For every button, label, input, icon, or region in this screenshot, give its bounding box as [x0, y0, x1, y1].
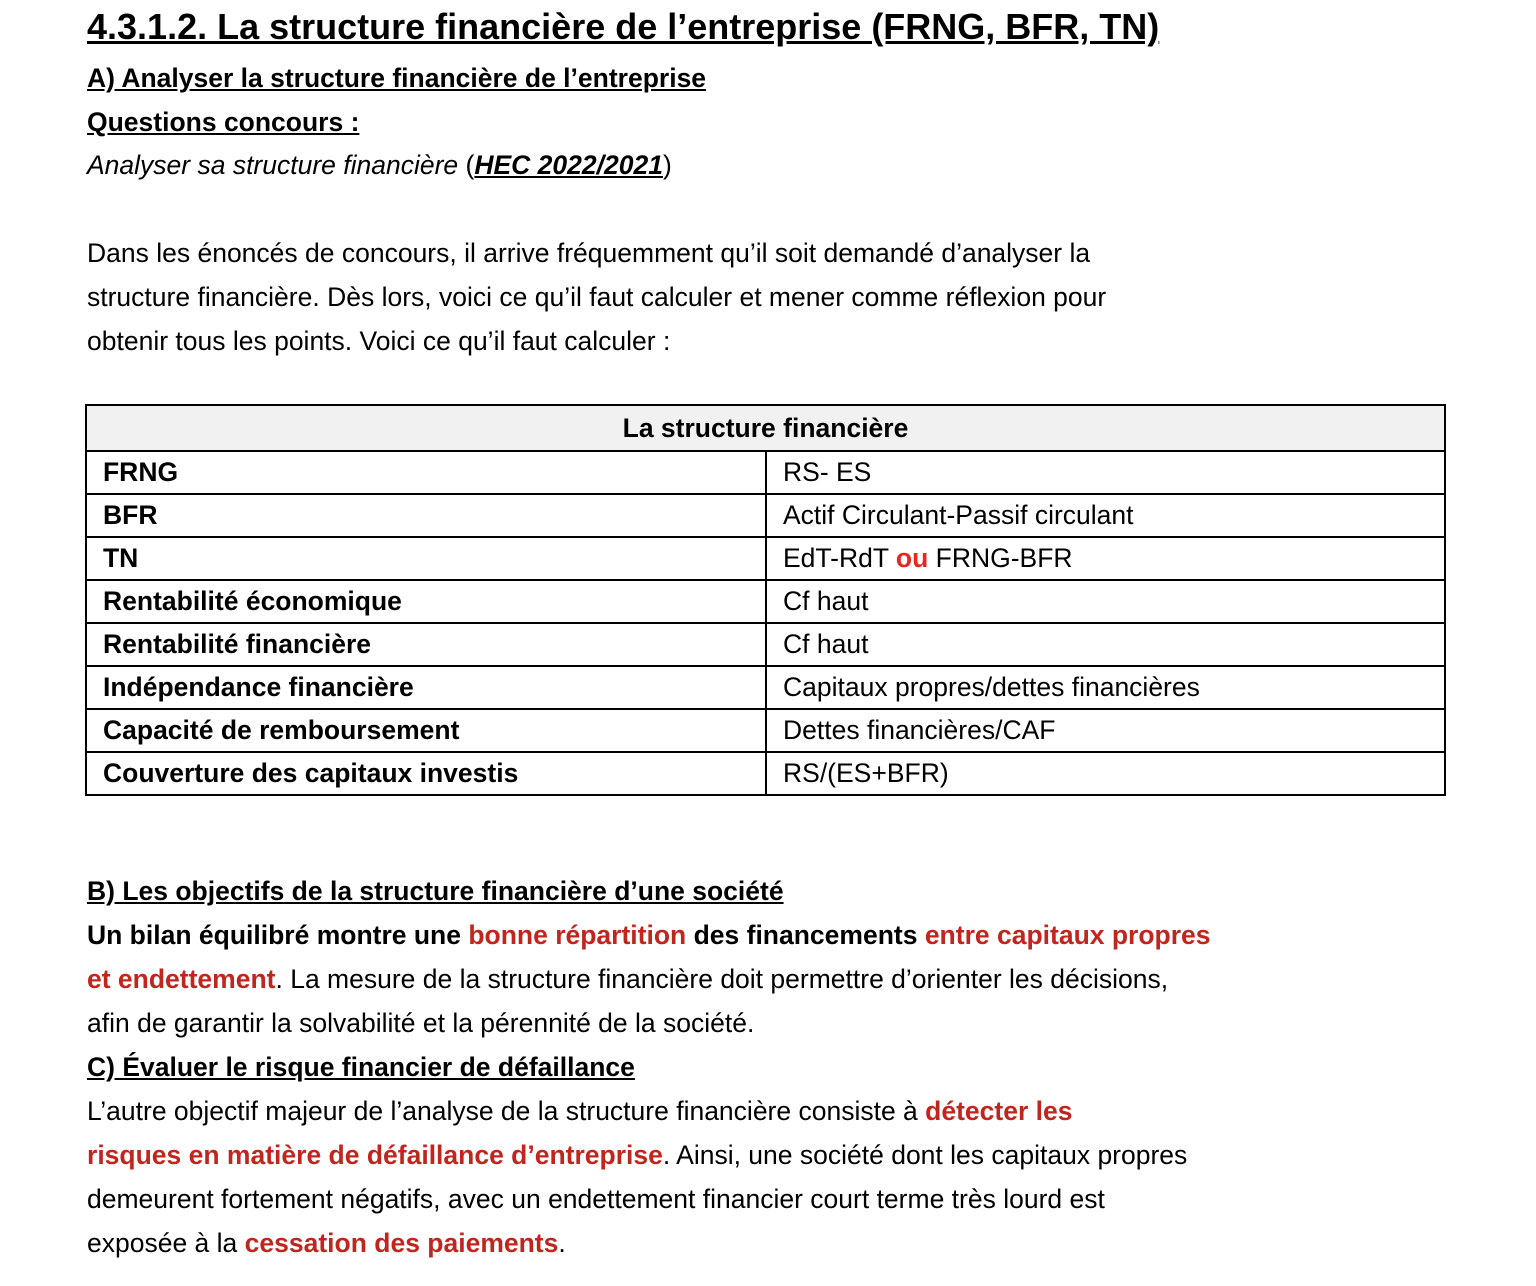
c-line-4: exposée à la cessation des paiements. [87, 1221, 566, 1265]
row-label: Couverture des capitaux investis [85, 751, 767, 796]
row-formula: Actif Circulant-Passif circulant [765, 493, 1446, 538]
text-run: HEC 2022/2021 [474, 150, 663, 180]
row-formula: Cf haut [765, 622, 1446, 667]
highlighted-text: risques en matière de défaillance d’entr… [87, 1140, 663, 1170]
row-label: TN [85, 536, 767, 581]
b-line-2: et endettement. La mesure de la structur… [87, 957, 1168, 1001]
text-run: L’autre objectif majeur de l’analyse de … [87, 1096, 926, 1126]
highlighted-text: cessation des paiements [244, 1228, 559, 1258]
question-line: Analyser sa structure financière (HEC 20… [87, 143, 672, 187]
row-formula: RS- ES [765, 450, 1446, 495]
highlighted-text: détecter les [925, 1096, 1073, 1126]
financial-structure-table: La structure financière FRNG RS- ES BFR Act… [85, 404, 1446, 796]
text-run: demeurent fortement négatifs, avec un en… [87, 1184, 1105, 1214]
table-row: TN EdT-RdT ou FRNG-BFR [85, 536, 1446, 581]
text-run: structure financière. Dès lors, voici ce… [87, 282, 1107, 312]
highlighted-text: bonne répartition [468, 920, 687, 950]
table-row: Capacité de remboursement Dettes financiè… [85, 708, 1446, 753]
text-run: exposée à la [87, 1228, 245, 1258]
row-formula: Dettes financières/CAF [765, 708, 1446, 753]
section-b-heading: B) Les objectifs de la structure financi… [87, 869, 784, 913]
text-run: C) Évaluer le risque financier de défail… [87, 1052, 635, 1082]
text-run: B) Les objectifs de la structure financi… [87, 876, 784, 906]
text-run: Un bilan équilibré montre une [87, 920, 469, 950]
highlighted-text: entre capitaux propres [924, 920, 1211, 950]
text-run: RS- ES [783, 457, 872, 487]
text-run: Cf haut [783, 629, 869, 659]
table-row: BFR Actif Circulant-Passif circulant [85, 493, 1446, 538]
text-run: A) Analyser la structure financière de l… [87, 63, 707, 93]
b-line-3: afin de garantir la solvabilité et la pé… [87, 1001, 754, 1045]
row-formula: RS/(ES+BFR) [765, 751, 1446, 796]
row-label: BFR [85, 493, 767, 538]
table-header: La structure financière [85, 404, 1446, 452]
text-run: . Ainsi, une société dont les capitaux p… [662, 1140, 1188, 1170]
text-run: 4.3.1.2. La structure financière de l’en… [87, 6, 1160, 47]
highlighted-text: et endettement [87, 964, 276, 994]
heading: 4.3.1.2. La structure financière de l’en… [87, 0, 1159, 54]
text-run: . [558, 1228, 566, 1258]
table-row: Indépendance financière Capitaux propres/… [85, 665, 1446, 710]
row-label: Rentabilité financière [85, 622, 767, 667]
row-formula: EdT-RdT ou FRNG-BFR [765, 536, 1446, 581]
text-run: FRNG-BFR [928, 543, 1073, 573]
table-row: Rentabilité économique Cf haut [85, 579, 1446, 624]
text-run: . La mesure de la structure financière d… [275, 964, 1169, 994]
intro-line-3: obtenir tous les points. Voici ce qu’il … [87, 319, 670, 363]
row-formula: Cf haut [765, 579, 1446, 624]
text-run: des financements [686, 920, 925, 950]
text-run: obtenir tous les points. Voici ce qu’il … [87, 326, 671, 356]
c-line-1: L’autre objectif majeur de l’analyse de … [87, 1089, 1072, 1133]
questions-heading: Questions concours : [87, 100, 359, 144]
b-line-1: Un bilan équilibré montre une bonne répa… [87, 913, 1211, 957]
text-run: Capitaux propres/dettes financières [783, 672, 1200, 702]
text-run: RS/(ES+BFR) [783, 758, 949, 788]
intro-line-1: Dans les énoncés de concours, il arrive … [87, 231, 1090, 275]
text-run: Dettes financières/CAF [783, 715, 1056, 745]
text-run: Dans les énoncés de concours, il arrive … [87, 238, 1091, 268]
row-label: Capacité de remboursement [85, 708, 767, 753]
text-run: Cf haut [783, 586, 869, 616]
c-line-2: risques en matière de défaillance d’entr… [87, 1133, 1187, 1177]
text-run: Analyser sa structure financière [87, 150, 459, 180]
row-label: Rentabilité économique [85, 579, 767, 624]
text-run: ) [662, 150, 672, 180]
text-run: Questions concours : [87, 107, 360, 137]
text-run: Actif Circulant-Passif circulant [783, 500, 1134, 530]
section-c-heading: C) Évaluer le risque financier de défail… [87, 1045, 635, 1089]
table-row: Rentabilité financière Cf haut [85, 622, 1446, 667]
section-a-heading: A) Analyser la structure financière de l… [87, 56, 706, 100]
table-row: Couverture des capitaux investis RS/(ES+B… [85, 751, 1446, 796]
intro-line-2: structure financière. Dès lors, voici ce… [87, 275, 1106, 319]
text-run: EdT-RdT [783, 543, 896, 573]
row-label: FRNG [85, 450, 767, 495]
highlighted-text: ou [895, 543, 929, 573]
row-formula: Capitaux propres/dettes financières [765, 665, 1446, 710]
text-run: afin de garantir la solvabilité et la pé… [87, 1008, 755, 1038]
text-run: ( [458, 150, 475, 180]
c-line-3: demeurent fortement négatifs, avec un en… [87, 1177, 1105, 1221]
row-label: Indépendance financière [85, 665, 767, 710]
table-row: FRNG RS- ES [85, 450, 1446, 495]
